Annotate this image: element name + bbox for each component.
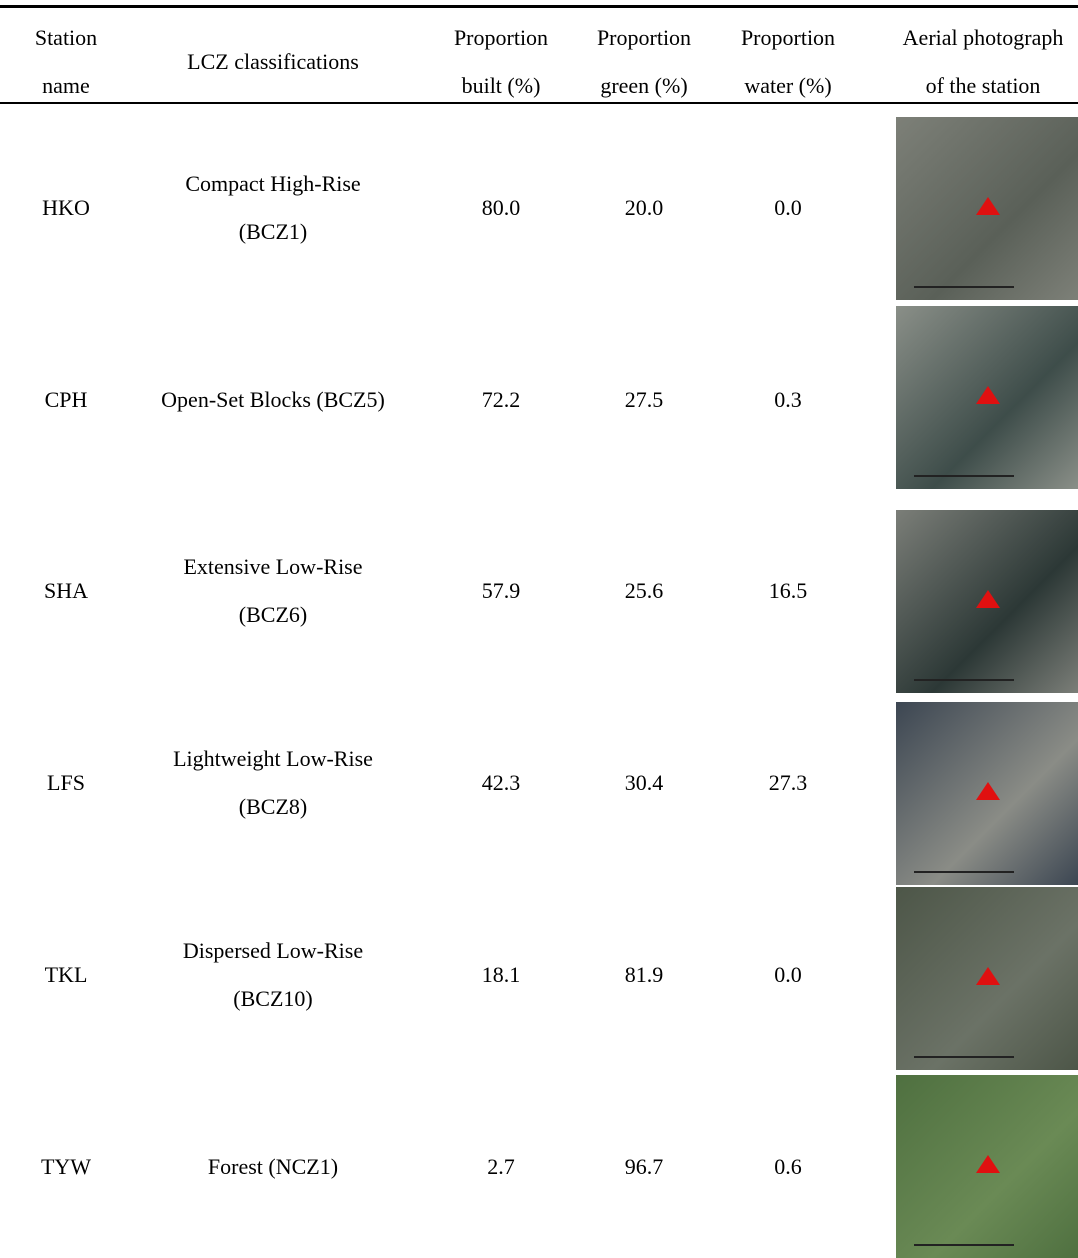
green: 81.9 bbox=[624, 962, 664, 987]
station-name: TYW bbox=[40, 1154, 92, 1179]
header-cell: Proportion bbox=[596, 25, 692, 50]
green: 96.7 bbox=[624, 1154, 664, 1179]
station-marker bbox=[976, 967, 1000, 985]
lcz-class: Extensive Low-Rise bbox=[183, 554, 363, 579]
station-name: CPH bbox=[44, 387, 88, 412]
station-marker bbox=[976, 590, 1000, 608]
station-marker bbox=[976, 386, 1000, 404]
station-name: HKO bbox=[42, 195, 90, 220]
water: 27.3 bbox=[768, 770, 808, 795]
built: 42.3 bbox=[481, 770, 521, 795]
green: 30.4 bbox=[624, 770, 664, 795]
water: 16.5 bbox=[768, 578, 808, 603]
header-cell: green (%) bbox=[600, 73, 688, 98]
green: 20.0 bbox=[624, 195, 664, 220]
scale-bar bbox=[914, 475, 1014, 477]
water: 0.3 bbox=[774, 387, 802, 412]
water: 0.6 bbox=[774, 1154, 802, 1179]
built: 18.1 bbox=[481, 962, 521, 987]
scale-bar bbox=[914, 871, 1014, 873]
header-cell: Proportion bbox=[453, 25, 549, 50]
station-marker bbox=[976, 197, 1000, 215]
top-rule bbox=[0, 5, 1078, 8]
station-marker bbox=[976, 782, 1000, 800]
water: 0.0 bbox=[774, 195, 802, 220]
lcz-class: (BCZ10) bbox=[233, 986, 313, 1011]
header-cell: water (%) bbox=[744, 73, 832, 98]
lcz-class: Forest (NCZ1) bbox=[207, 1154, 339, 1179]
station-name: LFS bbox=[47, 770, 85, 795]
aerial-photo bbox=[896, 702, 1078, 885]
water: 0.0 bbox=[774, 962, 802, 987]
header-rule bbox=[0, 102, 1078, 104]
header-cell: LCZ classifications bbox=[187, 49, 359, 74]
lcz-class: (BCZ1) bbox=[238, 219, 308, 244]
aerial-photo bbox=[896, 306, 1078, 489]
station-name: TKL bbox=[44, 962, 88, 987]
built: 80.0 bbox=[481, 195, 521, 220]
green: 27.5 bbox=[624, 387, 664, 412]
aerial-photo bbox=[896, 510, 1078, 693]
station-marker bbox=[976, 1155, 1000, 1173]
scale-bar bbox=[914, 679, 1014, 681]
header-cell: Station bbox=[34, 25, 98, 50]
lcz-class: Open-Set Blocks (BCZ5) bbox=[161, 387, 385, 412]
green: 25.6 bbox=[624, 578, 664, 603]
lcz-class: Compact High-Rise bbox=[185, 171, 361, 196]
aerial-photo bbox=[896, 1075, 1078, 1258]
header-cell: name bbox=[42, 73, 90, 98]
station-name: SHA bbox=[43, 578, 89, 603]
lcz-class: Lightweight Low-Rise bbox=[173, 746, 373, 771]
aerial-photo bbox=[896, 887, 1078, 1070]
built: 2.7 bbox=[487, 1154, 515, 1179]
header-cell: Proportion bbox=[740, 25, 836, 50]
built: 72.2 bbox=[481, 387, 521, 412]
header-cell: built (%) bbox=[461, 73, 541, 98]
header-cell: of the station bbox=[925, 73, 1041, 98]
header-cell: Aerial photograph bbox=[902, 25, 1064, 50]
lcz-class: Dispersed Low-Rise bbox=[182, 938, 364, 963]
built: 57.9 bbox=[481, 578, 521, 603]
scale-bar bbox=[914, 286, 1014, 288]
lcz-class: (BCZ6) bbox=[238, 602, 308, 627]
lcz-class: (BCZ8) bbox=[238, 794, 308, 819]
scale-bar bbox=[914, 1056, 1014, 1058]
aerial-photo bbox=[896, 117, 1078, 300]
scale-bar bbox=[914, 1244, 1014, 1246]
